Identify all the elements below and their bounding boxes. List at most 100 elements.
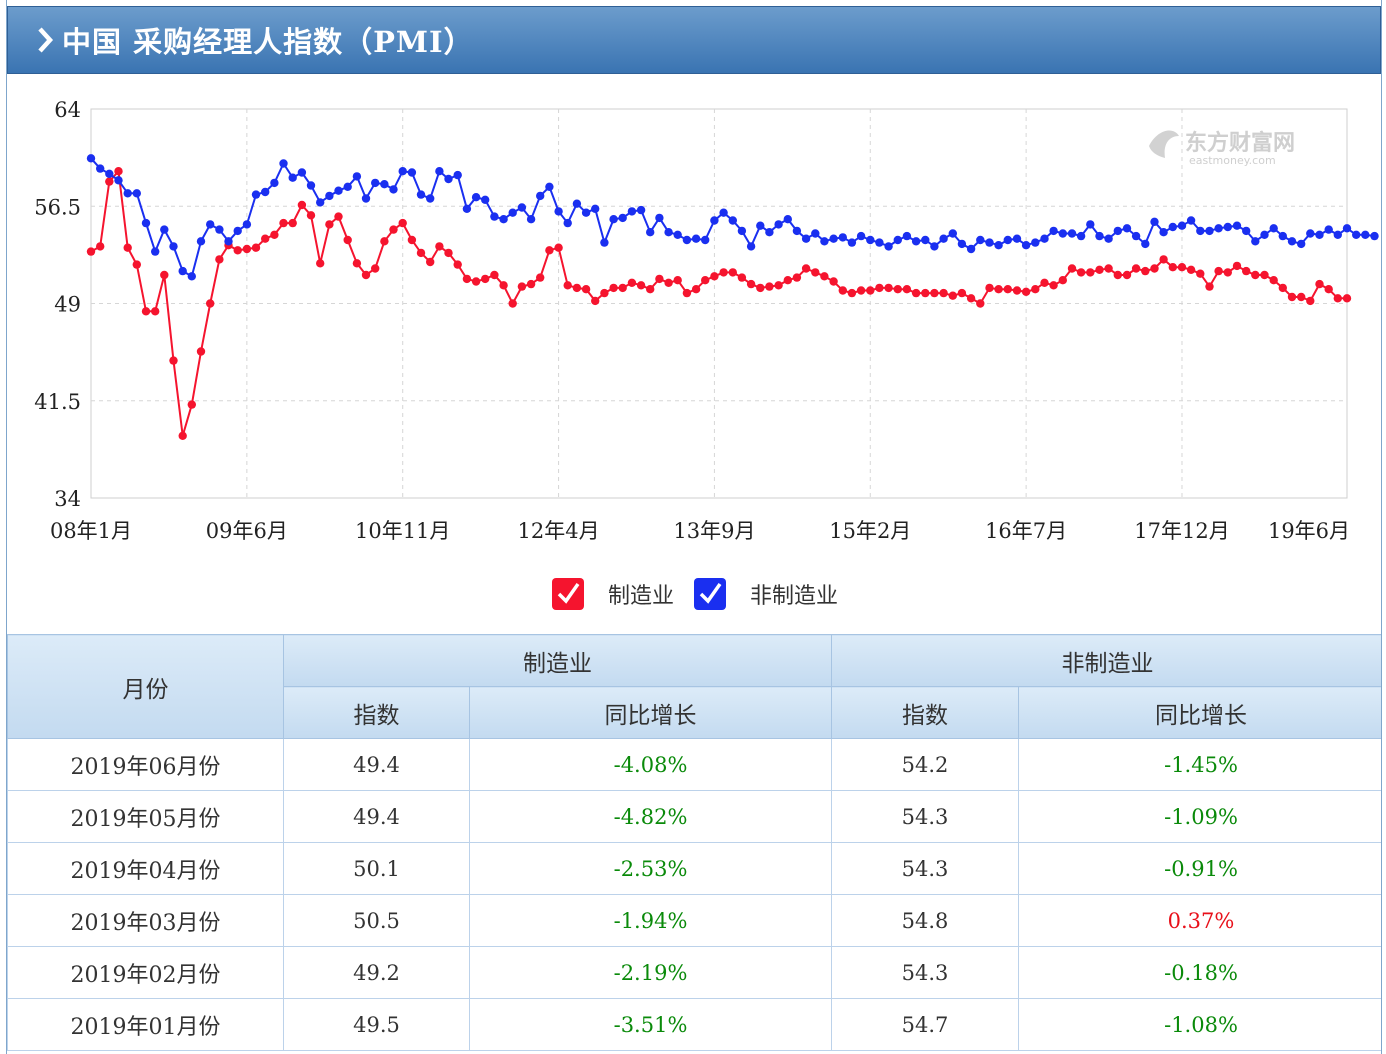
data-point	[921, 288, 930, 298]
data-point	[123, 243, 132, 252]
data-point	[1333, 230, 1343, 239]
data-point	[994, 241, 1003, 250]
data-point	[398, 167, 407, 176]
y-tick-label: 41.5	[34, 390, 81, 414]
mfg-index-cell: 49.2	[283, 946, 470, 999]
data-point	[352, 172, 362, 181]
data-point	[526, 279, 536, 289]
non-yoy-cell: 0.37%	[1018, 894, 1381, 947]
x-tick-label: 10年11月	[355, 519, 450, 543]
data-point	[1040, 278, 1049, 287]
data-point	[957, 239, 967, 249]
data-point	[701, 235, 710, 245]
data-point	[536, 273, 545, 282]
data-point	[462, 274, 472, 284]
data-point	[435, 242, 444, 251]
data-point	[609, 283, 618, 293]
pmi-table: 月份 制造业 非制造业 指数 同比增长 指数 同比增长 2019年06月份 49.…	[7, 634, 1381, 1051]
checkbox-checked-icon[interactable]	[694, 578, 726, 610]
col-month: 月份	[7, 634, 284, 739]
mfg-yoy-cell: -1.94%	[469, 894, 832, 947]
data-point	[187, 400, 196, 409]
data-point	[444, 248, 453, 258]
data-point	[517, 282, 527, 291]
data-point	[1113, 226, 1123, 236]
data-point	[627, 207, 637, 216]
data-point	[151, 247, 160, 256]
data-point	[664, 228, 673, 237]
data-point	[453, 170, 462, 180]
data-point	[444, 174, 453, 184]
month-cell: 2019年05月份	[7, 790, 284, 843]
data-point	[774, 281, 783, 290]
y-tick-label: 34	[54, 487, 81, 511]
data-point	[1342, 224, 1352, 233]
data-point	[1251, 270, 1260, 280]
data-point	[224, 237, 233, 246]
data-point	[196, 347, 206, 356]
data-point	[737, 226, 747, 236]
data-point	[636, 281, 646, 290]
data-point	[1269, 224, 1278, 233]
data-point	[1086, 220, 1095, 229]
non-index-cell: 54.8	[831, 894, 1019, 947]
data-point	[1186, 216, 1196, 225]
data-point	[792, 273, 802, 282]
data-point	[1306, 296, 1315, 306]
data-point	[554, 207, 563, 216]
data-point	[948, 291, 957, 300]
data-point	[526, 215, 536, 224]
data-point	[334, 186, 343, 195]
data-point	[352, 259, 362, 268]
data-point	[1297, 239, 1306, 249]
chart-legend: 制造业 非制造业	[7, 570, 1381, 618]
data-point	[481, 195, 490, 204]
chevron-right-icon	[38, 27, 54, 53]
data-point	[563, 218, 572, 228]
data-point	[1196, 226, 1205, 236]
data-point	[426, 257, 435, 267]
legend-item-manufacturing[interactable]: 制造业	[551, 578, 674, 610]
month-cell: 2019年02月份	[7, 946, 284, 999]
non-index-cell: 54.7	[831, 998, 1019, 1051]
data-point	[1352, 230, 1361, 239]
table-header-row: 月份 制造业 非制造业	[7, 634, 1381, 739]
data-point	[261, 234, 270, 243]
data-point	[710, 272, 719, 281]
data-point	[1159, 255, 1168, 264]
col-group-non-manufacturing: 非制造业	[831, 634, 1381, 687]
data-point	[508, 208, 517, 217]
data-point	[1242, 226, 1251, 236]
watermark-subtext: eastmoney.com	[1189, 154, 1276, 167]
data-point	[682, 235, 692, 245]
checkbox-checked-icon[interactable]	[551, 578, 584, 610]
data-point	[462, 204, 472, 213]
data-point	[966, 244, 976, 254]
data-point	[279, 218, 288, 228]
non-yoy-cell: -1.45%	[1018, 738, 1381, 791]
data-point	[847, 288, 857, 298]
data-point	[1131, 231, 1141, 241]
data-point	[1287, 292, 1297, 302]
data-point	[279, 159, 288, 168]
data-point	[756, 221, 765, 230]
data-point	[884, 283, 893, 293]
table-row: 2019年02月份 49.2 -2.19% 54.3 -0.18%	[7, 946, 1381, 999]
data-point	[801, 264, 811, 273]
data-point	[86, 154, 96, 163]
mfg-index-cell: 50.1	[283, 842, 470, 895]
data-point	[829, 277, 838, 286]
data-point	[490, 270, 499, 280]
data-point	[508, 299, 517, 308]
data-point	[1214, 266, 1223, 276]
data-point	[1031, 285, 1040, 294]
data-point	[1287, 237, 1297, 246]
data-point	[563, 281, 572, 290]
data-point	[1021, 241, 1031, 250]
data-point	[1122, 270, 1132, 280]
data-point	[581, 285, 591, 294]
legend-item-non-manufacturing[interactable]: 非制造业	[694, 578, 838, 610]
data-point	[1370, 231, 1379, 241]
data-point	[169, 242, 178, 251]
data-point	[361, 270, 371, 280]
